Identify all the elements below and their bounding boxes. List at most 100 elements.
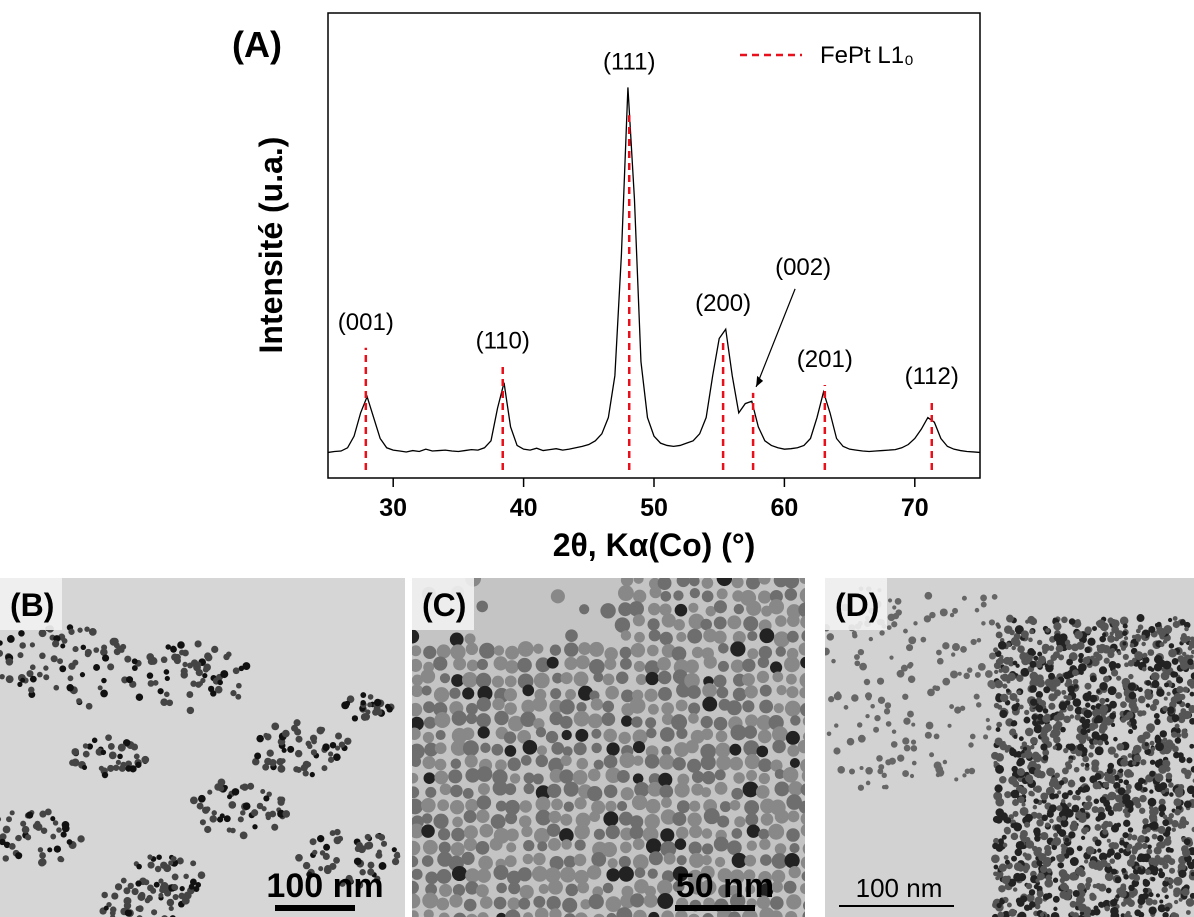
particle bbox=[66, 839, 73, 845]
particle bbox=[344, 737, 352, 745]
particle bbox=[892, 605, 897, 610]
particle bbox=[633, 909, 647, 917]
particle bbox=[17, 652, 24, 659]
particle bbox=[998, 885, 1006, 893]
particle bbox=[802, 843, 805, 854]
particle bbox=[521, 825, 533, 838]
particle bbox=[1015, 698, 1020, 703]
particle bbox=[1168, 858, 1176, 866]
particle bbox=[1177, 862, 1186, 872]
particle bbox=[857, 784, 865, 791]
particle bbox=[124, 655, 132, 663]
particle bbox=[1084, 682, 1092, 690]
particle bbox=[1077, 882, 1086, 892]
particle bbox=[1034, 830, 1041, 838]
particle bbox=[291, 724, 298, 732]
particle bbox=[1097, 848, 1102, 853]
particle bbox=[713, 674, 727, 688]
particle bbox=[533, 672, 550, 689]
particle bbox=[478, 855, 493, 871]
particle bbox=[714, 856, 726, 868]
particle bbox=[1023, 716, 1031, 724]
particle bbox=[505, 828, 519, 842]
particle bbox=[1122, 808, 1128, 814]
particle bbox=[920, 636, 927, 643]
particle bbox=[451, 674, 464, 687]
particle bbox=[40, 827, 48, 834]
particle bbox=[1131, 834, 1138, 841]
particle bbox=[786, 614, 800, 628]
particle bbox=[1141, 666, 1147, 672]
particle bbox=[1157, 834, 1164, 842]
particle bbox=[1012, 887, 1018, 892]
particle bbox=[743, 616, 759, 632]
particle bbox=[1163, 625, 1173, 634]
particle bbox=[981, 621, 986, 626]
particle bbox=[421, 685, 432, 696]
particle bbox=[732, 687, 747, 702]
particle bbox=[602, 700, 615, 713]
particle bbox=[391, 847, 397, 853]
particle bbox=[923, 615, 932, 623]
particle bbox=[1031, 714, 1038, 721]
particle bbox=[1052, 745, 1058, 750]
particle bbox=[1162, 862, 1169, 870]
particle bbox=[1043, 686, 1051, 694]
particle bbox=[1013, 734, 1018, 739]
particle bbox=[604, 658, 617, 670]
particle bbox=[266, 749, 274, 757]
particle bbox=[479, 896, 493, 909]
particle bbox=[985, 717, 990, 723]
particle bbox=[43, 674, 50, 681]
particle bbox=[60, 831, 67, 838]
particle bbox=[747, 630, 758, 642]
particle bbox=[925, 721, 934, 730]
particle bbox=[995, 622, 1000, 627]
particle bbox=[732, 630, 746, 644]
particle bbox=[605, 685, 619, 700]
particle bbox=[1075, 810, 1083, 819]
particle bbox=[1107, 791, 1117, 801]
particle bbox=[601, 712, 616, 726]
particle bbox=[523, 840, 535, 852]
particle bbox=[799, 672, 805, 688]
particle bbox=[790, 715, 801, 726]
particle bbox=[995, 764, 1005, 774]
particle bbox=[942, 677, 951, 686]
particle bbox=[1171, 820, 1179, 828]
particle bbox=[507, 870, 522, 885]
particle bbox=[1152, 899, 1158, 905]
particle bbox=[578, 642, 592, 656]
particle bbox=[100, 749, 107, 756]
particle bbox=[1078, 914, 1084, 917]
particle bbox=[1155, 734, 1160, 740]
particle bbox=[1123, 874, 1129, 880]
particle bbox=[729, 743, 742, 756]
particle bbox=[93, 647, 100, 653]
particle bbox=[1056, 712, 1065, 721]
particle bbox=[1079, 911, 1085, 916]
particle bbox=[15, 852, 23, 860]
particle bbox=[1054, 690, 1060, 696]
particle bbox=[911, 722, 916, 727]
particle bbox=[1017, 796, 1025, 804]
particle bbox=[452, 884, 466, 897]
particle bbox=[742, 781, 759, 798]
particle bbox=[163, 691, 170, 698]
particle bbox=[771, 881, 783, 893]
particle bbox=[1188, 639, 1194, 649]
peak-label: (111) bbox=[603, 48, 655, 75]
particle bbox=[718, 884, 732, 898]
particle bbox=[1063, 747, 1069, 754]
particle bbox=[0, 817, 2, 822]
particle bbox=[977, 663, 986, 671]
particle bbox=[929, 611, 936, 619]
particle bbox=[438, 841, 451, 854]
label-box bbox=[412, 578, 474, 630]
particle bbox=[108, 751, 117, 760]
particle bbox=[1123, 819, 1131, 828]
particle bbox=[1040, 730, 1048, 739]
particle bbox=[423, 701, 435, 714]
particle bbox=[1009, 747, 1015, 753]
particle bbox=[1012, 660, 1018, 666]
